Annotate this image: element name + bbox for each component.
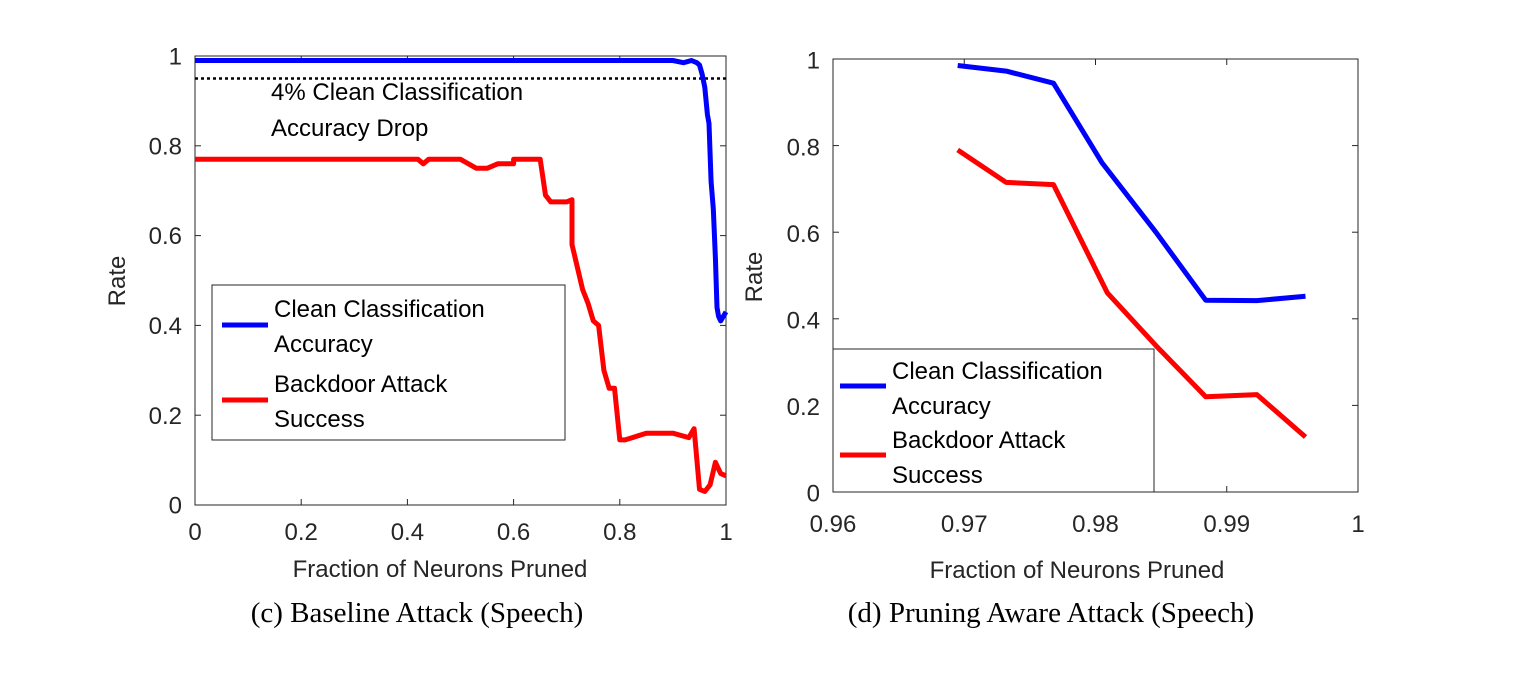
chart-c-y-tick-labels: 0 0.2 0.4 0.6 0.8 1	[149, 44, 182, 520]
x-tick-label: 1	[1351, 511, 1364, 538]
legend-label-backdoor-line-1: Backdoor Attack	[892, 427, 1066, 454]
chart-c-axes-box	[194, 55, 727, 506]
x-tick-label: 1	[719, 519, 732, 546]
chart-c-y-axis-label: Rate	[104, 256, 131, 307]
legend-label-backdoor-line-2: Success	[892, 462, 983, 489]
y-tick-label: 1	[807, 48, 820, 75]
y-tick-label: 1	[169, 44, 182, 71]
chart-c-caption: (c) Baseline Attack (Speech)	[251, 597, 584, 629]
legend-label-clean-line-2: Accuracy	[274, 331, 373, 358]
x-tick-label: 0.6	[497, 519, 530, 546]
chart-c-legend: Clean Classification Accuracy Backdoor A…	[211, 284, 566, 441]
y-tick-label: 0.6	[149, 223, 182, 250]
y-tick-label: 0.6	[787, 221, 820, 248]
chart-d-legend-box	[832, 348, 1155, 493]
chart-c: 0 0.2 0.4 0.6 0.8 1 0 0.2 0.4 0.6 0.8 1 4% Clean C…	[104, 44, 733, 629]
chart-c-x-axis-label: Fraction of Neurons Pruned	[293, 556, 588, 583]
y-tick-label: 0	[807, 481, 820, 508]
x-tick-label: 0.97	[941, 511, 988, 538]
x-tick-label: 0.8	[603, 519, 636, 546]
x-tick-label: 0.99	[1203, 511, 1250, 538]
chart-d-y-axis-label: Rate	[741, 252, 768, 303]
x-tick-label: 0	[188, 519, 201, 546]
chart-d-x-tick-labels: 0.96 0.97 0.98 0.99 1	[810, 511, 1365, 538]
x-tick-label: 0.98	[1072, 511, 1119, 538]
y-tick-label: 0.4	[787, 308, 820, 335]
y-tick-label: 0.4	[149, 313, 182, 340]
x-tick-label: 0.4	[391, 519, 424, 546]
legend-label-clean-line-1: Clean Classification	[892, 358, 1103, 385]
threshold-annotation-line-2: Accuracy Drop	[271, 115, 428, 142]
threshold-annotation-line-1: 4% Clean Classification	[271, 79, 523, 106]
legend-label-backdoor-line-2: Success	[274, 406, 365, 433]
chart-c-legend-box	[211, 284, 566, 441]
series-clean-accuracy-line	[195, 58, 729, 324]
chart-d-y-tick-labels: 0 0.2 0.4 0.6 0.8 1	[787, 48, 820, 508]
legend-label-backdoor-line-1: Backdoor Attack	[274, 371, 448, 398]
chart-d: 0 0.2 0.4 0.6 0.8 1 0.96 0.97 0.98 0.99 1 Clean C…	[741, 48, 1365, 629]
chart-d-caption: (d) Pruning Aware Attack (Speech)	[848, 597, 1254, 629]
y-tick-label: 0	[169, 493, 182, 520]
legend-label-clean-line-1: Clean Classification	[274, 296, 485, 323]
chart-c-x-tick-labels: 0 0.2 0.4 0.6 0.8 1	[188, 519, 732, 546]
y-tick-label: 0.8	[149, 133, 182, 160]
y-tick-label: 0.2	[149, 403, 182, 430]
series-backdoor-attack-line	[195, 156, 727, 494]
legend-label-clean-line-2: Accuracy	[892, 393, 991, 420]
chart-d-x-axis-label: Fraction of Neurons Pruned	[930, 557, 1225, 584]
series-backdoor-attack-line	[956, 147, 1308, 439]
y-tick-label: 0.2	[787, 394, 820, 421]
series-clean-accuracy-line	[957, 63, 1306, 304]
x-tick-label: 0.2	[285, 519, 318, 546]
y-tick-label: 0.8	[787, 134, 820, 161]
chart-d-legend: Clean Classification Accuracy Backdoor A…	[832, 348, 1155, 493]
x-tick-label: 0.96	[810, 511, 857, 538]
